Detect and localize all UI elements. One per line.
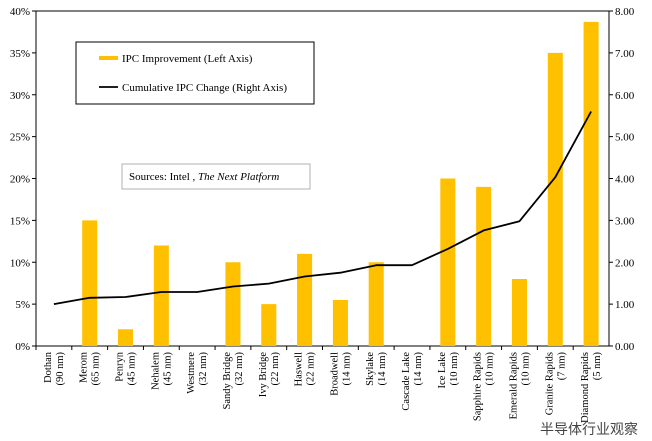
bar [118, 329, 134, 346]
bar [332, 299, 348, 346]
x-tick-label: Emerald Rapids(10 nm) [508, 352, 531, 420]
bar [82, 220, 98, 346]
x-tick-label: Nehalem(45 nm) [150, 352, 173, 390]
left-tick-label: 30% [10, 90, 30, 102]
left-tick-label: 20% [10, 174, 30, 186]
x-tick-label: Ivy Bridge(22 nm) [258, 352, 281, 398]
right-tick-label: 1.00 [615, 299, 635, 311]
x-axis: Dothan(90 nm) Merom(65 nm) Penryn(45 nm) Ne… [35, 346, 603, 423]
right-tick-label: 2.00 [615, 257, 635, 269]
cumulative-line [53, 111, 592, 305]
bar [297, 253, 313, 346]
legend-bar-label: IPC Improvement (Left Axis) [122, 53, 253, 65]
left-tick-label: 10% [10, 257, 30, 269]
left-axis: 0% 5% 10% 15% 20% 25% 30% 35% 40% [10, 6, 36, 353]
bar [153, 245, 169, 346]
left-tick-label: 0% [15, 341, 30, 353]
x-tick-label: Dothan(90 nm) [43, 351, 66, 385]
x-tick-label: Haswell(22 nm) [294, 352, 317, 387]
x-tick-label: Ice Lake(10 nm) [437, 352, 460, 389]
bar [511, 279, 527, 346]
legend: IPC Improvement (Left Axis) Cumulative I… [75, 41, 315, 105]
left-tick-label: 15% [10, 215, 30, 227]
bar [261, 304, 277, 346]
legend-line-label: Cumulative IPC Change (Right Axis) [122, 82, 287, 94]
x-tick-label: Granite Rapids(7 nm) [544, 352, 567, 416]
right-axis: 0.00 1.00 2.00 3.00 4.00 5.00 6.00 7.00 8.00 [609, 6, 635, 353]
bar [583, 21, 599, 346]
x-tick-label: Merom(65 nm) [79, 352, 102, 386]
x-tick-label: Cascade Lake(14 nm) [401, 352, 424, 411]
x-tick-label: Sandy Bridge(32 nm) [222, 352, 245, 410]
source-note: Sources: Intel , The Next Platform [121, 163, 311, 190]
bar [547, 52, 563, 346]
left-tick-label: 40% [10, 6, 30, 18]
bar [368, 262, 384, 346]
x-tick-label: Diamond Rapids(5 nm) [580, 352, 603, 423]
source-text: Sources: Intel , The Next Platform [129, 171, 279, 183]
right-tick-label: 7.00 [615, 48, 635, 60]
bar [476, 186, 492, 346]
line-series [53, 111, 592, 305]
legend-bar-swatch [99, 56, 118, 60]
right-tick-label: 3.00 [615, 215, 635, 227]
left-tick-label: 35% [10, 48, 30, 60]
x-tick-label: Westmere(32 nm) [186, 352, 209, 394]
right-tick-label: 4.00 [615, 174, 635, 186]
x-tick-label: Sapphire Rapids(10 nm) [473, 352, 496, 422]
watermark: 半导体行业观察 [540, 422, 638, 438]
source-box [121, 163, 311, 190]
bar-series [82, 21, 599, 346]
right-tick-label: 5.00 [615, 132, 635, 144]
left-tick-label: 25% [10, 132, 30, 144]
bar [440, 178, 456, 346]
bar [225, 262, 241, 346]
legend-box [75, 41, 315, 105]
x-tick-label: Skylake(14 nm) [365, 352, 388, 386]
right-tick-label: 6.00 [615, 90, 635, 102]
x-tick-label: Penryn(45 nm) [115, 351, 138, 385]
x-tick-label: Broadwell(14 nm) [329, 352, 352, 396]
left-tick-label: 5% [15, 299, 30, 311]
right-tick-label: 8.00 [615, 6, 635, 18]
right-tick-label: 0.00 [615, 341, 635, 353]
